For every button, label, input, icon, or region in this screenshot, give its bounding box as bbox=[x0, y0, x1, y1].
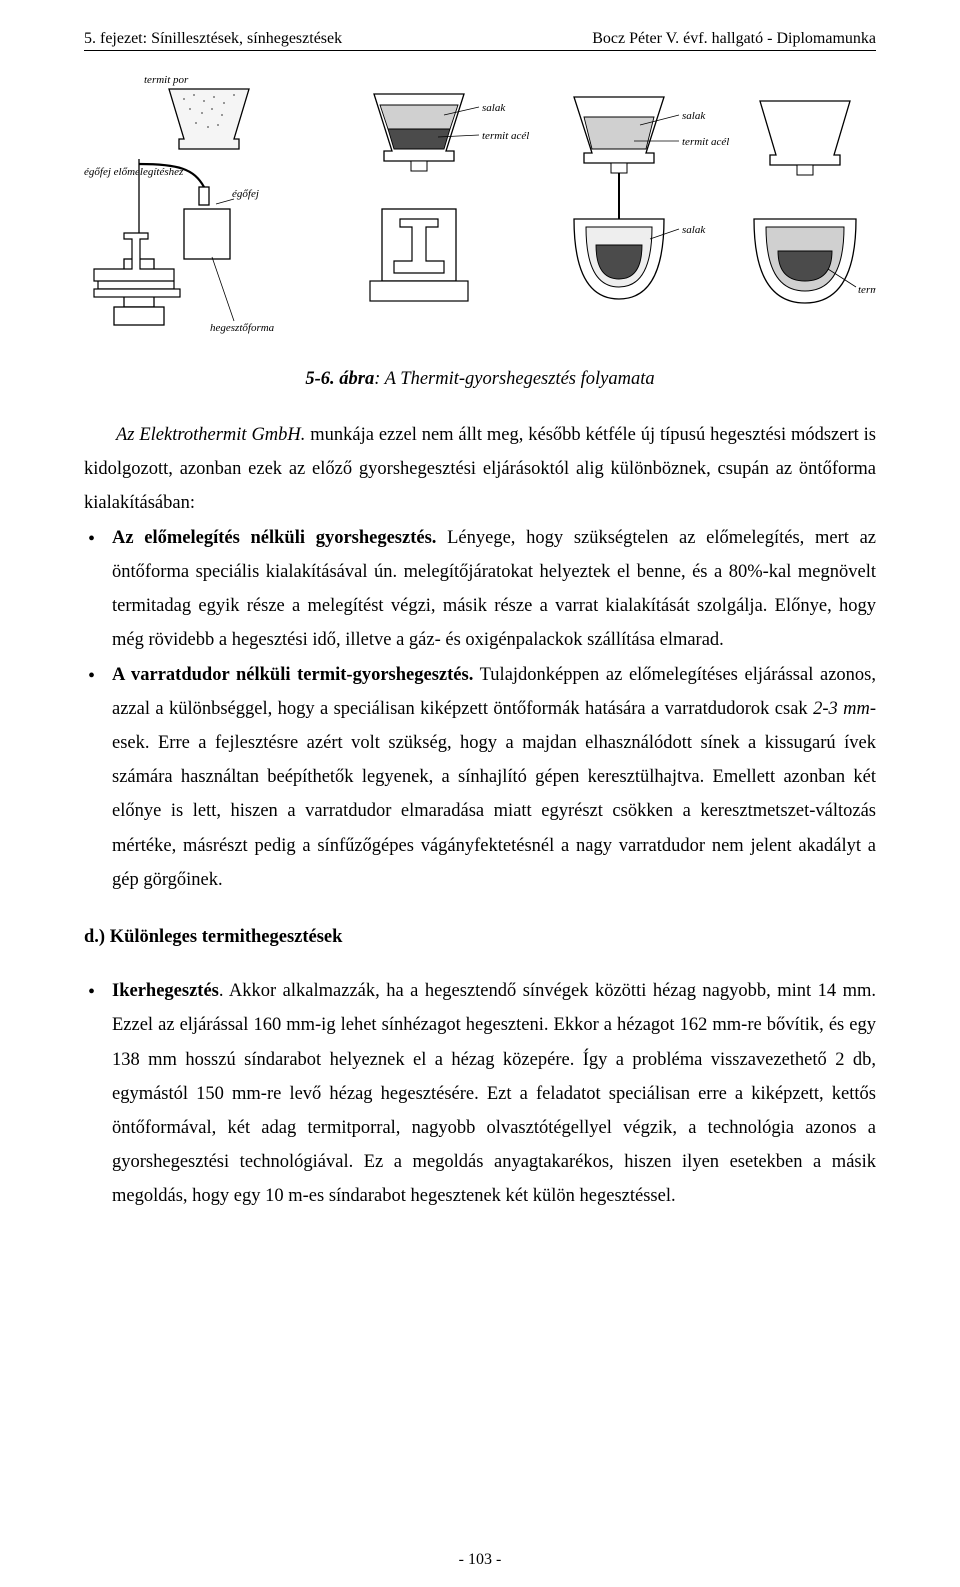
page-number: - 103 - bbox=[0, 1551, 960, 1569]
figure-5-6: termit por égőfej előmelegítéshez égőfej… bbox=[84, 69, 876, 349]
intro-paragraph: Az Elektrothermit GmbH. munkája ezzel ne… bbox=[84, 418, 876, 521]
bullet-list-a: Az előmelegítés nélküli gyorshegesztés. … bbox=[84, 521, 876, 897]
bullet-a-2-rest2: -esek. Erre a fejlesztésre azért volt sz… bbox=[112, 699, 876, 890]
label-termit-acel-4: termit acél bbox=[858, 284, 876, 296]
label-egofej-elo: égőfej előmelegítéshez bbox=[84, 166, 184, 178]
bullet-d-1-bold: Ikerhegesztés bbox=[112, 981, 219, 1001]
caption-rest: : A Thermit-gyorshegesztés folyamata bbox=[374, 369, 654, 389]
bullet-list-d: Ikerhegesztés. Akkor alkalmazzák, ha a h… bbox=[84, 974, 876, 1214]
page-header: 5. fejezet: Sínillesztések, sínhegesztés… bbox=[84, 30, 876, 51]
label-salak-2: salak bbox=[482, 102, 506, 114]
header-left: 5. fejezet: Sínillesztések, sínhegesztés… bbox=[84, 30, 342, 48]
bullet-d-1-rest: . Akkor alkalmazzák, ha a hegesztendő sí… bbox=[112, 981, 876, 1206]
label-salak-3b: salak bbox=[682, 224, 706, 236]
label-termit-acel-2: termit acél bbox=[482, 130, 529, 142]
caption-prefix: 5-6. ábra bbox=[305, 369, 374, 389]
intro-lead-italic: Az Elektrothermit GmbH. bbox=[116, 425, 305, 445]
figure-caption: 5-6. ábra: A Thermit-gyorshegesztés foly… bbox=[84, 369, 876, 390]
label-termit-por: termit por bbox=[144, 74, 189, 86]
bullet-a-1-bold: Az előmelegítés nélküli gyorshegesztés. bbox=[112, 528, 436, 548]
header-right: Bocz Péter V. évf. hallgató - Diplomamun… bbox=[592, 30, 876, 48]
label-termit-acel-3: termit acél bbox=[682, 136, 729, 148]
bullet-a-2: A varratdudor nélküli termit-gyorshegesz… bbox=[84, 658, 876, 898]
stage-4: termit acél bbox=[754, 101, 876, 303]
bullet-a-2-italic: 2-3 mm bbox=[813, 699, 870, 719]
stage-2: salak termit acél bbox=[370, 94, 529, 301]
section-d-heading: d.) Különleges termithegesztések bbox=[84, 927, 876, 948]
bullet-a-2-bold: A varratdudor nélküli termit-gyorshegesz… bbox=[112, 665, 473, 685]
label-salak-3: salak bbox=[682, 110, 706, 122]
stage-3: salak termit acél salak bbox=[574, 97, 729, 299]
label-egofej: égőfej bbox=[232, 188, 259, 200]
stage-1: termit por égőfej előmelegítéshez égőfej… bbox=[84, 74, 275, 334]
bullet-d-1: Ikerhegesztés. Akkor alkalmazzák, ha a h… bbox=[84, 974, 876, 1214]
label-hegesztoforma: hegesztőforma bbox=[210, 322, 275, 334]
bullet-a-1: Az előmelegítés nélküli gyorshegesztés. … bbox=[84, 521, 876, 658]
